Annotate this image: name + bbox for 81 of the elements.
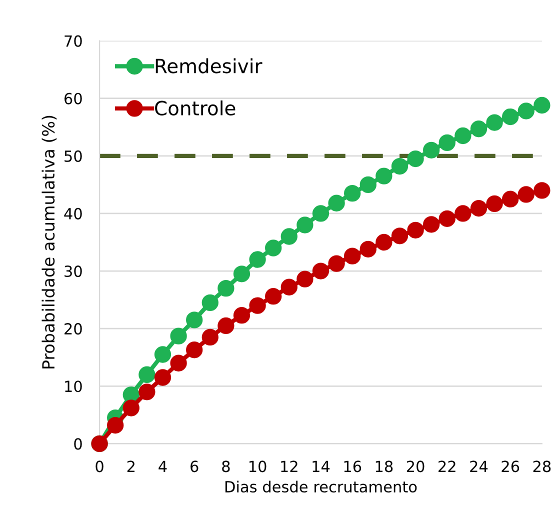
point (154, 346, 172, 363)
point (107, 416, 124, 434)
y-axis-title: Probabilidade acumulativa (%) (42, 116, 57, 368)
point (265, 288, 282, 305)
point (138, 384, 156, 400)
point (170, 354, 187, 372)
point (186, 342, 203, 358)
legend-label: Controle (155, 100, 236, 116)
x-tick-label: 4 (158, 460, 167, 472)
y-tick-label: 40 (64, 208, 82, 220)
y-tick-label: 70 (64, 35, 82, 47)
y-tick-label: 30 (64, 265, 82, 278)
x-tick-label: 28 (533, 460, 551, 472)
point (454, 205, 472, 222)
point (328, 194, 345, 212)
point (486, 114, 503, 131)
x-tick-label: 0 (96, 460, 104, 472)
y-tick-label: 50 (64, 150, 82, 162)
point (344, 248, 361, 264)
point (249, 251, 266, 268)
point (328, 255, 345, 272)
x-tick-label: 16 (344, 460, 362, 472)
point (249, 297, 266, 314)
point (233, 266, 250, 282)
point (312, 262, 330, 280)
x-tick-label: 22 (438, 460, 456, 472)
point (518, 102, 534, 120)
x-tick-label: 14 (312, 460, 330, 472)
point (344, 184, 361, 202)
point (265, 240, 282, 256)
point (296, 216, 314, 234)
y-tick-label: 20 (64, 323, 82, 335)
point (486, 195, 503, 212)
point (534, 96, 550, 114)
legend-label: Remdesivir (156, 58, 262, 74)
point (233, 307, 250, 324)
x-tick-label: 10 (250, 460, 266, 472)
point (438, 210, 456, 227)
point (170, 328, 187, 344)
point (423, 142, 440, 158)
x-tick-label: 2 (127, 460, 134, 472)
point (407, 150, 424, 168)
point (391, 158, 408, 175)
x-tick-label: 24 (470, 460, 488, 472)
point (438, 134, 456, 152)
point (280, 228, 298, 245)
point (218, 317, 234, 334)
x-tick-label: 12 (281, 460, 298, 472)
x-tick-label: 18 (376, 460, 393, 472)
point (122, 400, 140, 416)
x-tick-label: 20 (406, 460, 424, 472)
point (407, 222, 424, 238)
point (376, 168, 392, 184)
point (470, 120, 488, 138)
y-tick-label: 10 (65, 380, 82, 392)
point (470, 200, 488, 217)
point (502, 108, 519, 126)
point (360, 176, 376, 194)
point (534, 182, 550, 199)
point (202, 328, 218, 346)
point (138, 366, 156, 383)
y-tick-label: 0 (74, 438, 82, 450)
point (391, 228, 408, 244)
x-tick-label: 26 (502, 460, 520, 472)
point (423, 216, 440, 233)
point (502, 190, 519, 208)
point (454, 127, 472, 144)
point (218, 280, 234, 297)
point (186, 312, 203, 328)
point (202, 294, 218, 312)
point (376, 234, 392, 251)
x-axis-title: Dias desde recrutamento (225, 480, 417, 493)
x-tick-label: 8 (222, 460, 230, 472)
point (518, 186, 534, 203)
point (360, 240, 376, 258)
x-tick-label: 6 (190, 460, 198, 472)
y-tick-label: 60 (64, 92, 82, 104)
point (280, 278, 298, 296)
point (312, 205, 330, 222)
point (154, 369, 172, 386)
point (296, 270, 314, 288)
